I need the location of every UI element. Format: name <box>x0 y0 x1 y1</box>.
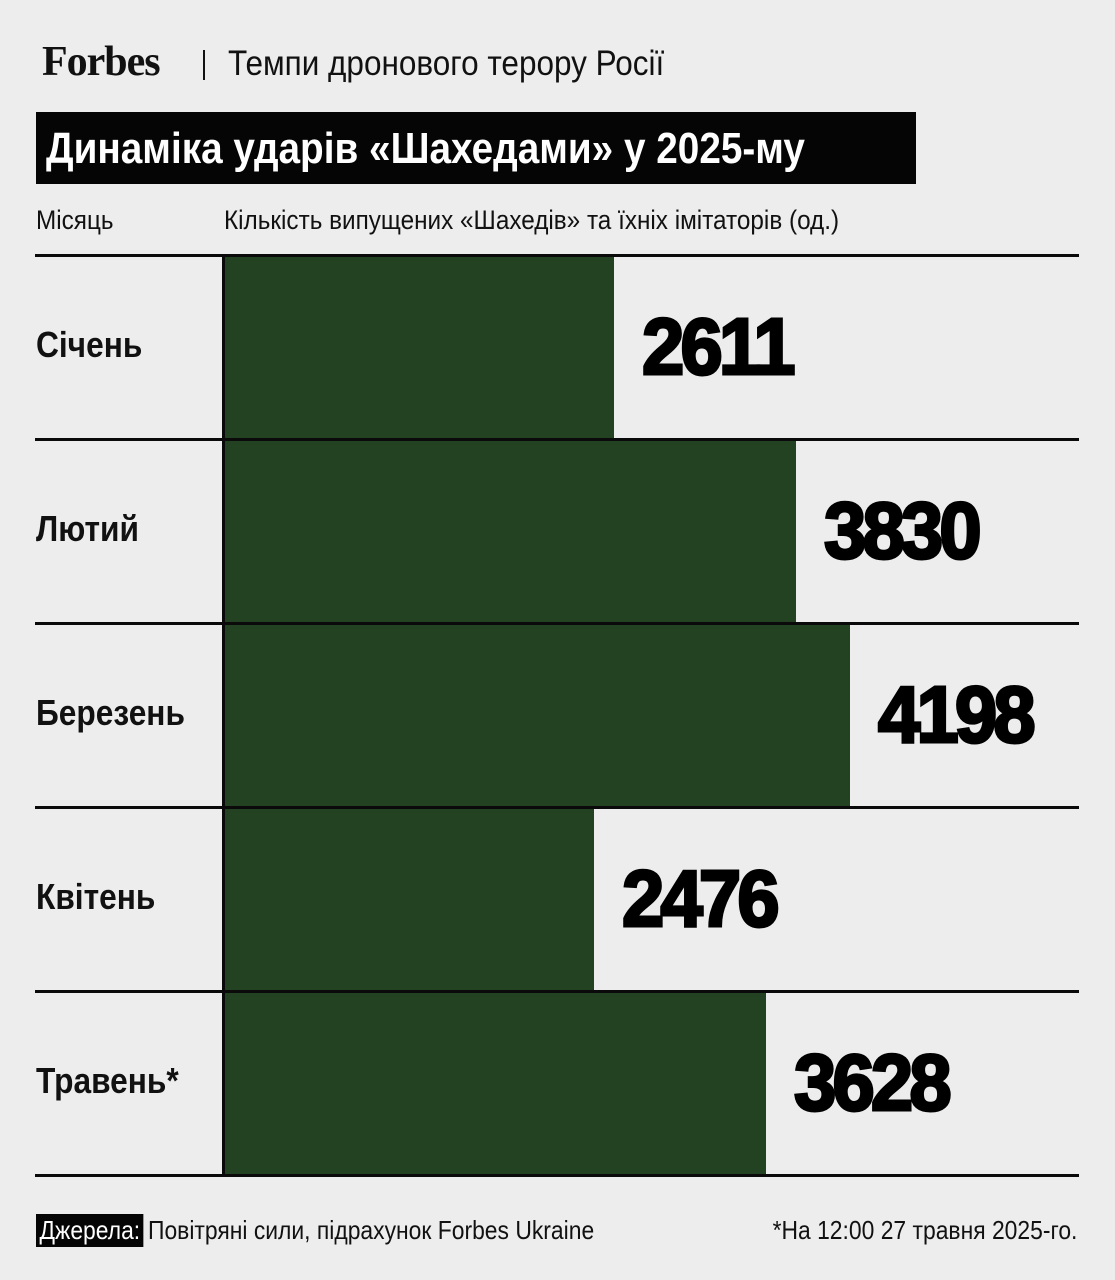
category-label: Квітень <box>36 876 156 917</box>
value-header: Кількість випущених «Шахедів» та їхніх і… <box>224 205 840 235</box>
title-box: Динаміка ударів «Шахедами» у 2025-му <box>36 112 916 184</box>
row-divider <box>35 806 1079 809</box>
bar <box>225 993 766 1174</box>
row-divider <box>35 622 1079 625</box>
axis-line <box>222 254 225 1175</box>
data-label: 4198 <box>877 669 1038 761</box>
source-label: Джерела: <box>36 1214 144 1247</box>
bar <box>225 625 851 806</box>
bar <box>225 257 614 438</box>
category-label: Березень <box>36 692 185 733</box>
category-header: Місяць <box>36 205 114 235</box>
category-label: Лютий <box>36 508 139 549</box>
row-divider <box>35 1174 1079 1177</box>
row-divider <box>35 254 1079 257</box>
data-label: 3830 <box>822 485 983 577</box>
row-divider <box>35 990 1079 993</box>
category-label: Січень <box>36 324 143 365</box>
forbes-logo: Forbes <box>42 39 161 85</box>
header-divider <box>203 50 205 80</box>
chart-title: Динаміка ударів «Шахедами» у 2025-му <box>46 124 805 173</box>
header-subtitle: Темпи дронового терору Росії <box>228 44 665 83</box>
bar <box>225 809 594 990</box>
data-label: 2476 <box>620 853 781 945</box>
row-divider <box>35 438 1079 441</box>
bar <box>225 441 796 622</box>
footnote: *На 12:00 27 травня 2025-го. <box>772 1215 1077 1245</box>
source-text: Повітряні сили, підрахунок Forbes Ukrain… <box>148 1215 595 1245</box>
category-label: Травень* <box>36 1060 179 1101</box>
data-label: 3628 <box>792 1037 953 1129</box>
data-label: 2611 <box>641 301 797 393</box>
